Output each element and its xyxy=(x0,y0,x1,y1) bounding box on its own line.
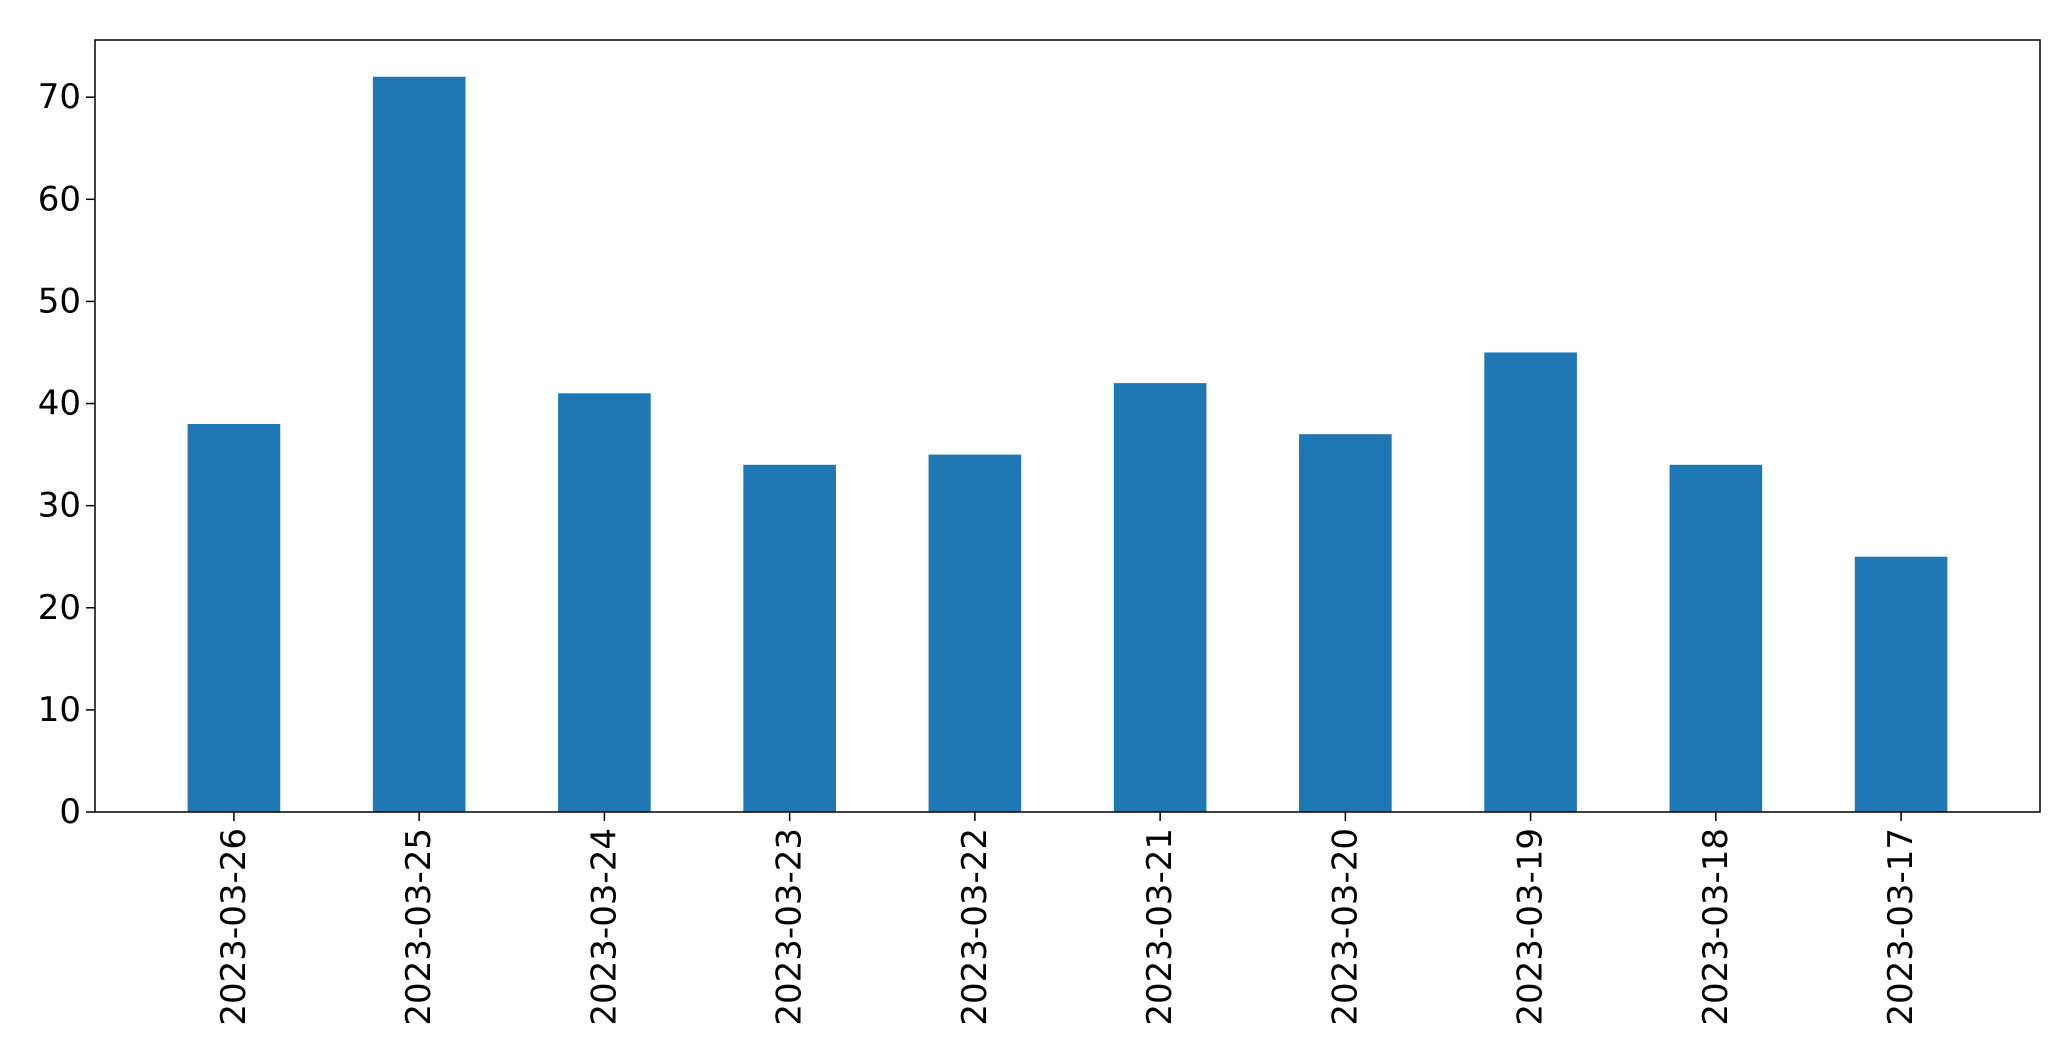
bar-2023-03-26 xyxy=(187,423,281,812)
plot-frame xyxy=(94,39,2041,813)
y-tick-label: 40 xyxy=(38,384,81,424)
x-tick-label: 2023-03-20 xyxy=(1325,828,1365,1026)
x-axis: 2023-03-26 2023-03-25 2023-03-24 2023-03-23… xyxy=(214,812,1921,1026)
bar-2023-03-22 xyxy=(928,454,1022,812)
x-tick-label: 2023-03-18 xyxy=(1696,828,1736,1026)
x-tick-label: 2023-03-23 xyxy=(770,828,810,1026)
bar-2023-03-19 xyxy=(1484,352,1577,812)
y-tick-label: 0 xyxy=(59,792,81,832)
x-tick-label: 2023-03-19 xyxy=(1511,828,1551,1026)
x-tick-label: 2023-03-17 xyxy=(1881,828,1921,1026)
y-tick-label: 20 xyxy=(38,588,81,628)
y-tick-label: 50 xyxy=(38,281,81,321)
y-tick-label: 60 xyxy=(38,179,81,219)
y-axis: 0 10 20 30 40 50 60 70 xyxy=(38,77,95,832)
y-tick-label: 30 xyxy=(38,486,81,526)
bar-2023-03-20 xyxy=(1299,434,1392,812)
x-tick-label: 2023-03-25 xyxy=(399,828,439,1026)
bars-group xyxy=(187,76,1948,812)
x-tick-label: 2023-03-26 xyxy=(214,828,254,1026)
bar-2023-03-24 xyxy=(558,393,651,812)
bar-2023-03-25 xyxy=(372,76,466,812)
x-tick-label: 2023-03-21 xyxy=(1140,828,1180,1026)
x-tick-label: 2023-03-22 xyxy=(955,828,995,1026)
y-tick-label: 10 xyxy=(38,690,81,730)
y-tick-label: 70 xyxy=(38,77,81,117)
bar-2023-03-23 xyxy=(743,464,836,812)
bar-2023-03-18 xyxy=(1669,464,1763,812)
x-tick-label: 2023-03-24 xyxy=(584,828,624,1026)
bar-2023-03-17 xyxy=(1854,556,1948,812)
bar-2023-03-21 xyxy=(1113,383,1207,812)
